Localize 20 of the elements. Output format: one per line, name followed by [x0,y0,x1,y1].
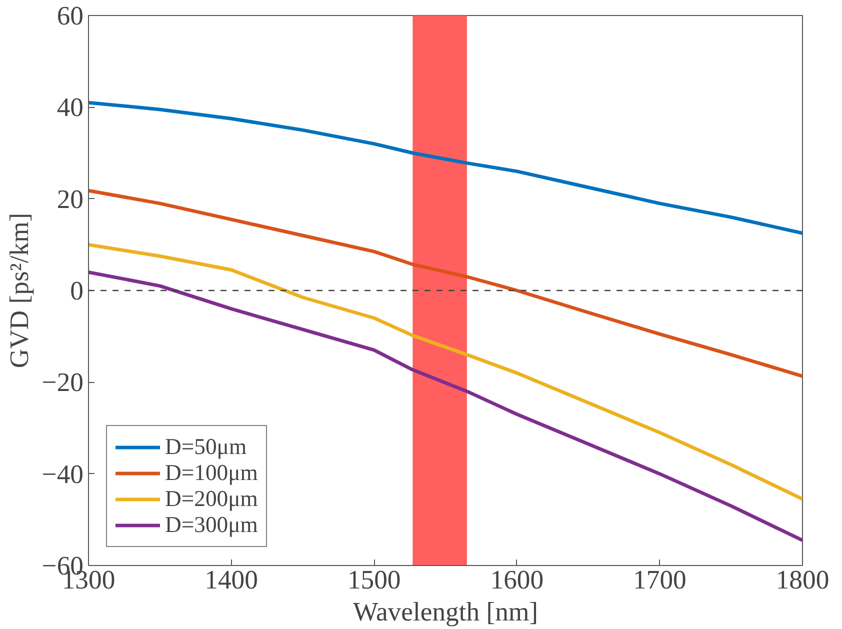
y-tick-label: 60 [56,0,84,30]
y-tick-label: −40 [42,458,84,489]
x-tick-label: 1500 [347,564,401,594]
legend-label: D=300μm [165,512,258,538]
x-axis-title: Wavelength [nm] [352,596,538,626]
legend-label: D=50μm [165,434,247,460]
y-tick-label: 40 [56,92,84,122]
x-tick-label: 1800 [776,564,830,594]
y-tick-label: 20 [56,184,84,214]
y-tick-label: 0 [70,276,84,306]
y-tick-label: −20 [42,367,84,398]
legend-label: D=200μm [165,486,258,512]
y-axis-title: GVD [ps²/km] [4,212,34,368]
x-tick-label: 1700 [633,564,686,594]
legend-label: D=100μm [165,460,258,486]
x-tick-label: 1600 [490,564,544,594]
x-tick-label: 1400 [204,564,258,594]
line-series [88,270,802,542]
line-series [88,100,802,235]
line-series [88,188,802,378]
